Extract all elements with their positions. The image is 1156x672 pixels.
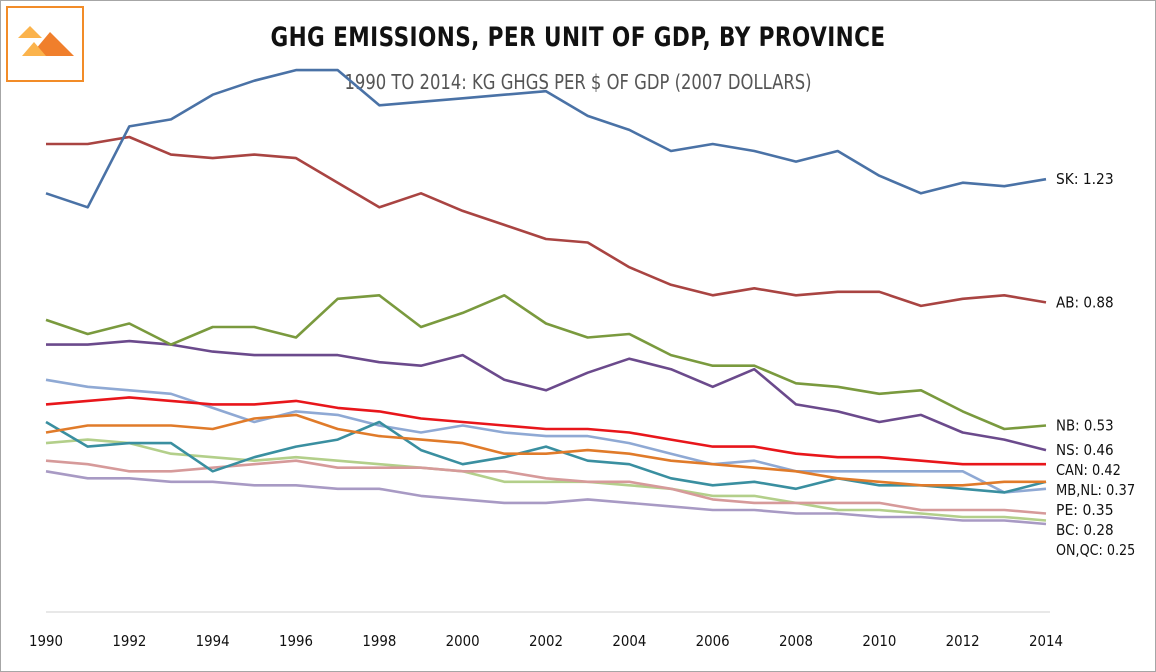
triangle-logo-icon [18, 26, 74, 56]
x-tick-label-2002: 2002 [529, 632, 563, 650]
x-tick-label-1996: 1996 [279, 632, 313, 650]
series-line-bc-8 [45, 459, 1047, 515]
series-line-ab-1 [46, 135, 1047, 308]
x-tick-label-2010: 2010 [862, 632, 896, 650]
series-line-can-4 [45, 396, 1046, 466]
brand-logo [6, 6, 84, 82]
x-tick-label-2000: 2000 [446, 632, 480, 650]
x-tick-label-2014: 2014 [1029, 632, 1063, 650]
series-line-mb-nl-6 [45, 420, 1047, 494]
series-label-on-qc: ON,QC: 0.25 [1056, 541, 1135, 559]
series-line-mb-nl-5 [45, 413, 1046, 487]
x-tick-label-1998: 1998 [362, 632, 396, 650]
series-line-ns-3 [46, 339, 1047, 452]
series-label-ab: AB: 0.88 [1056, 293, 1114, 311]
chart-subtitle: 1990 TO 2014: KG GHGS PER $ OF GDP (2007… [344, 70, 812, 94]
series-label-nb: NB: 0.53 [1056, 417, 1114, 435]
series-line-bc-9 [45, 438, 1047, 522]
series-label-layer: SK: 1.23 AB: 0.88 NB: 0.53 NS: 0.46 CAN: 0.4… [1056, 170, 1135, 559]
series-label-mb-nl: MB,NL: 0.37 [1056, 481, 1135, 499]
series-line-on-qc-10 [45, 470, 1047, 526]
series-line-sk-0 [45, 68, 1047, 209]
x-tick-label-2008: 2008 [779, 632, 813, 650]
x-tick-label-2012: 2012 [946, 632, 980, 650]
series-line-nb-2 [45, 293, 1047, 431]
x-tick-label-1990: 1990 [29, 632, 63, 650]
x-tick-label-2004: 2004 [612, 632, 646, 650]
series-line-pe-7 [45, 378, 1047, 494]
series-label-pe: PE: 0.35 [1056, 501, 1114, 519]
x-tick-label-1994: 1994 [196, 632, 230, 650]
series-label-can: CAN: 0.42 [1056, 461, 1121, 479]
chart-title: GHG EMISSIONS, PER UNIT OF GDP, BY PROVI… [270, 22, 886, 53]
x-tick-label-2006: 2006 [696, 632, 730, 650]
x-tick-label-1992: 1992 [112, 632, 146, 650]
x-tick-layer: 1990 1992 1994 1996 1998 2000 2002 2004 2006 2008… [29, 632, 1063, 650]
series-label-ns: NS: 0.46 [1056, 441, 1114, 459]
series-layer [45, 68, 1047, 526]
series-label-sk: SK: 1.23 [1056, 170, 1114, 188]
series-label-bc: BC: 0.28 [1056, 521, 1114, 539]
